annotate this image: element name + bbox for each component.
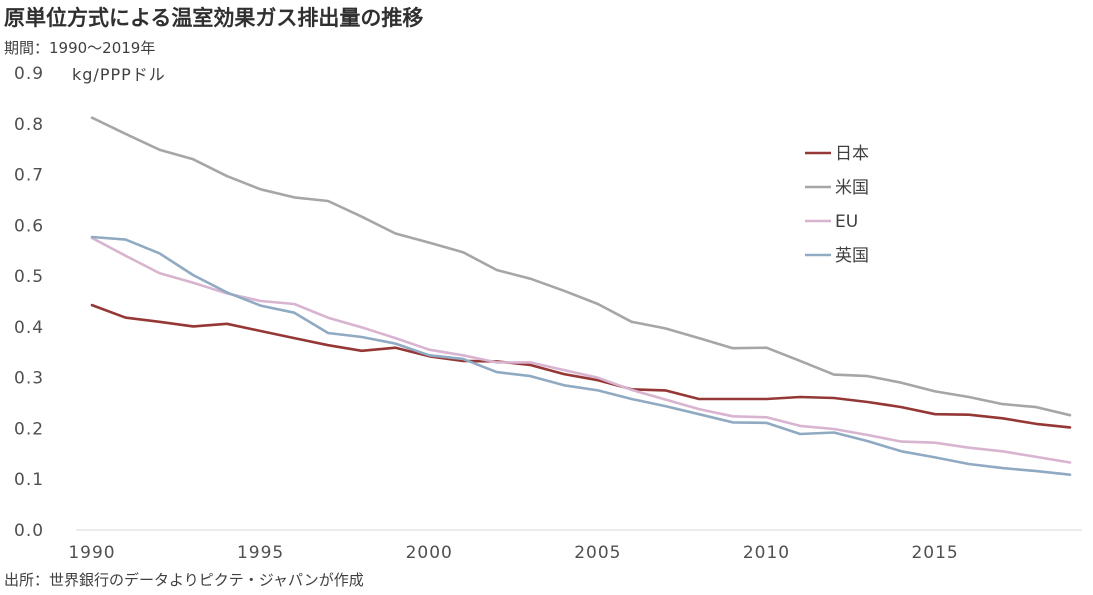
x-tick-label: 2015: [911, 543, 958, 563]
y-tick-label: 0.0: [14, 521, 44, 541]
legend-label: 日本: [835, 144, 869, 164]
y-tick-label: 0.8: [14, 115, 44, 135]
series-line-0: [90, 303, 1072, 429]
x-tick-label: 2000: [406, 543, 453, 563]
y-axis-unit: kg/PPPドル: [72, 65, 166, 84]
legend-label: 米国: [835, 178, 869, 198]
y-tick-label: 0.9: [14, 64, 44, 84]
y-tick-label: 0.5: [14, 267, 44, 287]
x-tick-label: 2010: [743, 543, 790, 563]
legend-label: 英国: [835, 246, 869, 266]
source-note: 出所：世界銀行のデータよりピクテ・ジャパンが作成: [4, 571, 364, 589]
series-line-2: [90, 236, 1072, 464]
chart-title: 原単位方式による温室効果ガス排出量の推移: [4, 6, 424, 30]
series-line-1: [90, 116, 1072, 417]
y-tick-label: 0.1: [14, 470, 44, 490]
y-tick-label: 0.6: [14, 216, 44, 236]
legend-label: EU: [835, 212, 858, 232]
y-tick-label: 0.4: [14, 318, 44, 338]
y-tick-label: 0.2: [14, 419, 44, 439]
series-line-3: [90, 235, 1072, 477]
x-tick-label: 1995: [237, 543, 284, 563]
y-tick-label: 0.3: [14, 369, 44, 389]
chart-subtitle: 期間：1990～2019年: [4, 39, 156, 57]
x-tick-label: 2005: [574, 543, 621, 563]
x-tick-label: 1990: [68, 543, 115, 563]
y-tick-label: 0.7: [14, 166, 44, 186]
